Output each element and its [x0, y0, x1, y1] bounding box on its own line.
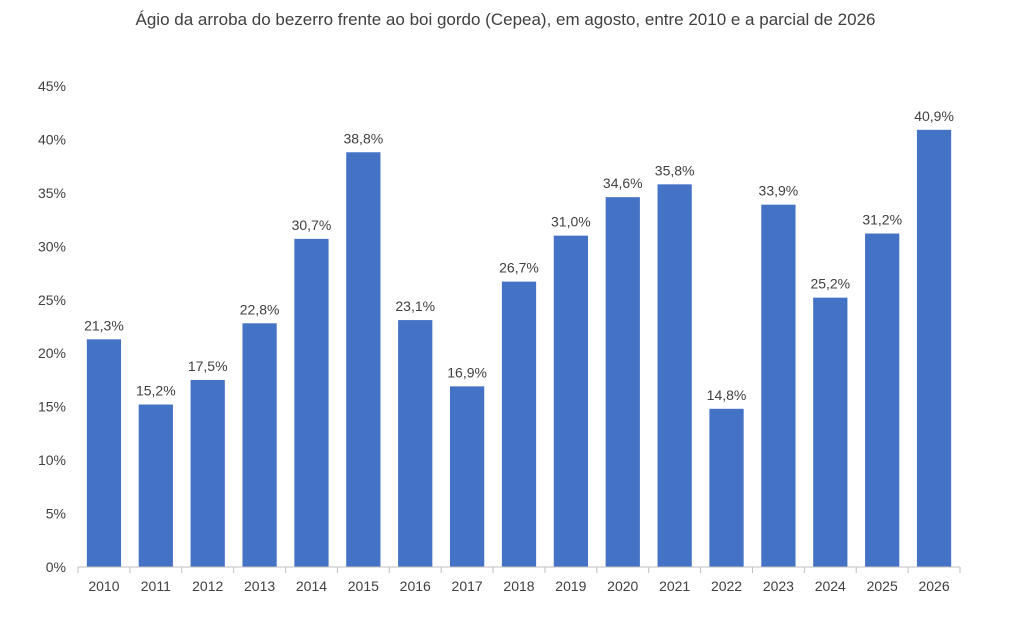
x-tick-label: 2018 — [503, 578, 534, 594]
x-tick-label: 2010 — [88, 578, 119, 594]
x-tick-label: 2017 — [452, 578, 483, 594]
bar — [865, 233, 900, 567]
bar — [450, 386, 485, 567]
data-label: 17,5% — [188, 358, 228, 374]
bar — [190, 379, 225, 567]
data-label: 22,8% — [240, 301, 280, 317]
data-label: 26,7% — [499, 260, 539, 276]
y-tick-label: 15% — [38, 399, 66, 415]
bar — [813, 297, 848, 567]
x-tick-label: 2022 — [711, 578, 742, 594]
data-label: 25,2% — [810, 276, 850, 292]
y-axis-tick-labels: 0% 5% 10% 15% 20% 25% 30% 35% 40% 45% — [38, 78, 66, 575]
data-label: 38,8% — [343, 130, 383, 146]
data-label: 23,1% — [395, 298, 435, 314]
chart-title: Ágio da arroba do bezerro frente ao boi … — [135, 10, 876, 29]
bar — [553, 235, 588, 567]
y-tick-label: 10% — [38, 452, 66, 468]
y-tick-label: 35% — [38, 185, 66, 201]
bar — [398, 320, 433, 567]
x-tick-label: 2015 — [348, 578, 379, 594]
data-label: 31,0% — [551, 214, 591, 230]
bar — [138, 404, 173, 567]
x-tick-label: 2024 — [815, 578, 846, 594]
x-tick-label: 2026 — [918, 578, 949, 594]
bar — [501, 281, 537, 567]
x-axis-tick-labels: 2010 2011 2012 2013 2014 2015 2016 2017 2018 2019… — [88, 578, 949, 594]
bar — [346, 152, 381, 567]
x-tick-label: 2013 — [244, 578, 275, 594]
y-tick-label: 30% — [38, 238, 66, 254]
y-tick-label: 20% — [38, 345, 66, 361]
bar — [242, 323, 277, 567]
x-tick-label: 2019 — [555, 578, 586, 594]
bar — [605, 197, 640, 567]
bar — [916, 129, 952, 567]
bar — [294, 238, 329, 567]
data-label: 35,8% — [655, 162, 695, 178]
data-label: 33,9% — [759, 183, 799, 199]
y-tick-label: 0% — [46, 559, 66, 575]
data-label: 34,6% — [603, 175, 643, 191]
data-label: 40,9% — [914, 108, 954, 124]
y-tick-label: 40% — [38, 131, 66, 147]
x-tick-label: 2014 — [296, 578, 327, 594]
x-tick-label: 2025 — [867, 578, 898, 594]
data-label: 15,2% — [136, 383, 176, 399]
x-tick-label: 2016 — [400, 578, 431, 594]
x-tick-label: 2020 — [607, 578, 638, 594]
data-label: 14,8% — [707, 387, 747, 403]
bars-group — [86, 129, 952, 567]
x-tick-label: 2021 — [659, 578, 690, 594]
y-tick-label: 25% — [38, 292, 66, 308]
y-tick-label: 45% — [38, 78, 66, 94]
bar — [657, 184, 692, 567]
y-tick-label: 5% — [46, 506, 66, 522]
x-axis — [77, 566, 961, 573]
x-tick-label: 2012 — [192, 578, 223, 594]
data-label: 16,9% — [447, 364, 487, 380]
data-label: 31,2% — [862, 212, 902, 228]
x-tick-label: 2011 — [141, 578, 171, 594]
x-tick-label: 2023 — [763, 578, 794, 594]
bar — [761, 204, 796, 567]
data-labels-group: 21,3% 15,2% 17,5% 22,8% 30,7% 38,8% 23,1% 16,9%… — [84, 108, 954, 403]
bar — [86, 339, 122, 567]
data-label: 21,3% — [84, 317, 124, 333]
data-label: 30,7% — [292, 217, 332, 233]
bar — [709, 408, 744, 567]
